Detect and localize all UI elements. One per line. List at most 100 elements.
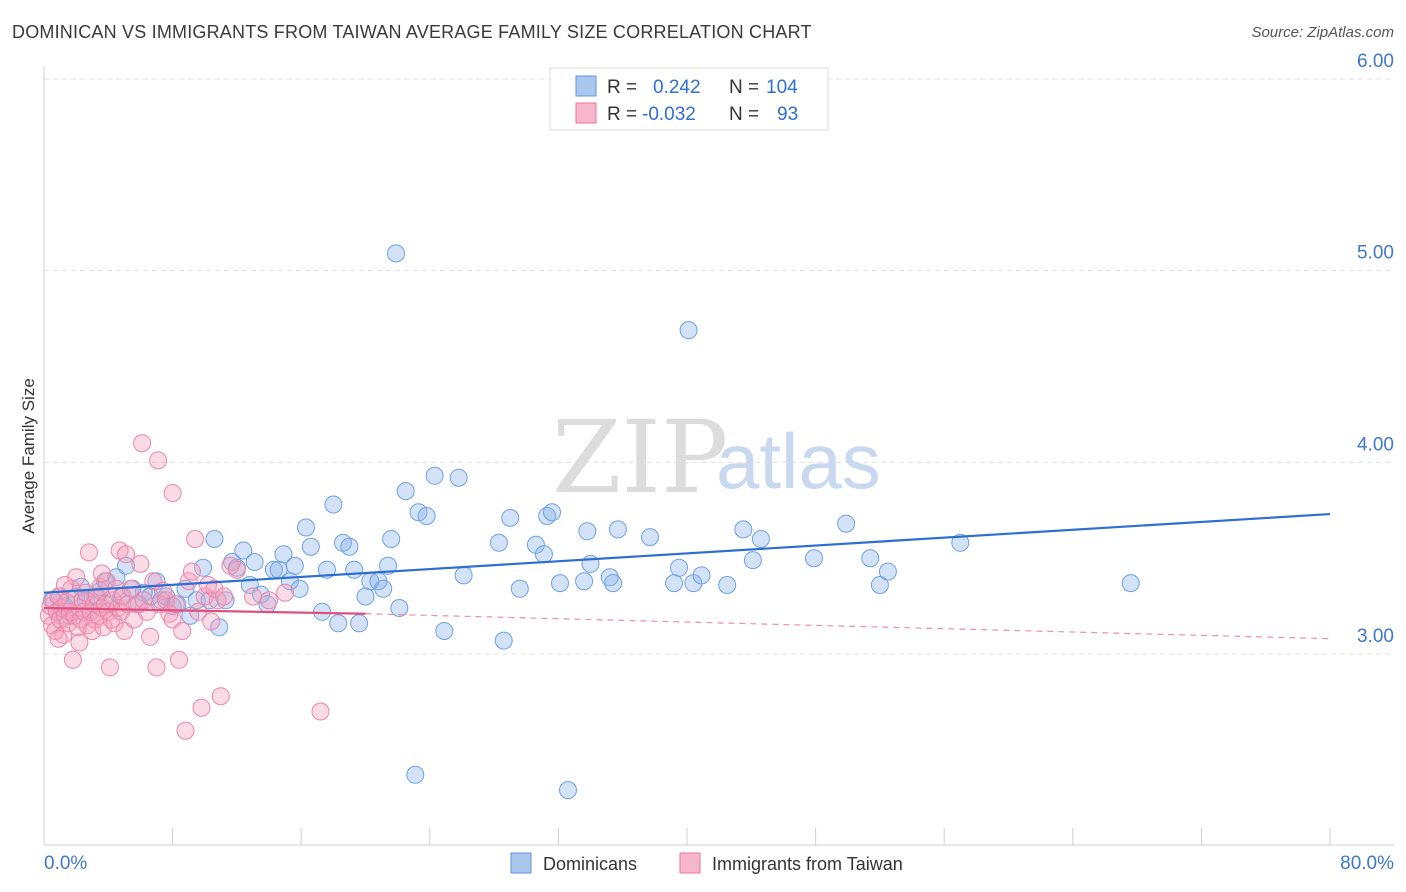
x-tick-label-0: 0.0% bbox=[44, 853, 87, 874]
trend-line-taiwan-dashed bbox=[365, 613, 1331, 640]
taiwan-point-57 bbox=[147, 658, 166, 677]
taiwan-point-67 bbox=[179, 572, 198, 591]
taiwan-point-68 bbox=[182, 562, 201, 581]
dominican-point-51 bbox=[329, 614, 348, 633]
stats-n-value-dominicans: 104 bbox=[766, 77, 798, 98]
dominican-point-49 bbox=[317, 560, 336, 579]
taiwan-point-15 bbox=[63, 650, 82, 669]
dominican-point-103 bbox=[951, 533, 970, 552]
dominican-point-98 bbox=[805, 549, 823, 568]
dominican-point-71 bbox=[454, 566, 473, 585]
taiwan-point-84 bbox=[311, 702, 330, 721]
dominican-point-61 bbox=[382, 530, 401, 548]
dominican-point-62 bbox=[387, 244, 405, 263]
taiwan-point-88 bbox=[49, 629, 68, 648]
dominican-point-64 bbox=[396, 482, 415, 501]
dominican-point-47 bbox=[301, 537, 320, 556]
y-tick-label-3: 6.00 bbox=[1357, 51, 1394, 72]
dominican-point-73 bbox=[494, 631, 513, 650]
taiwan-point-83 bbox=[276, 583, 295, 602]
stats-r-value-taiwan: -0.032 bbox=[642, 104, 696, 125]
taiwan-point-66 bbox=[176, 721, 195, 740]
stats-legend: R = 0.242 N = 104 R = -0.032 N = 93 bbox=[549, 67, 829, 131]
y-tick-label-0: 3.00 bbox=[1357, 626, 1394, 647]
dominican-point-65 bbox=[406, 765, 425, 784]
trend-line-taiwan-solid bbox=[43, 606, 366, 615]
dominican-point-88 bbox=[641, 528, 659, 547]
dominican-point-102 bbox=[878, 562, 897, 581]
dominican-point-97 bbox=[751, 530, 770, 548]
dominican-point-44 bbox=[285, 556, 304, 575]
y-tick-label-1: 4.00 bbox=[1357, 434, 1394, 455]
series-legend: Dominicans Immigrants from Taiwan bbox=[510, 852, 903, 874]
dominican-point-70 bbox=[449, 468, 468, 487]
dominican-point-89 bbox=[665, 574, 684, 593]
watermark-atlas: atlas bbox=[716, 417, 881, 505]
taiwan-point-85 bbox=[133, 434, 152, 453]
taiwan-point-74 bbox=[202, 612, 221, 631]
taiwan-point-55 bbox=[141, 627, 160, 646]
taiwan-point-80 bbox=[227, 560, 246, 579]
x-tick-labels: 0.0% 80.0% bbox=[44, 853, 1394, 874]
watermark-zip: ZIP bbox=[552, 399, 728, 516]
dominican-point-95 bbox=[734, 520, 753, 539]
dominican-point-54 bbox=[345, 560, 364, 579]
stats-r-label-dominicans: R = bbox=[607, 77, 637, 98]
dominican-point-60 bbox=[379, 556, 397, 575]
dominican-point-77 bbox=[534, 545, 553, 564]
dominican-point-46 bbox=[297, 518, 315, 537]
watermark: ZIP atlas bbox=[552, 399, 881, 516]
legend-label-dominicans: Dominicans bbox=[543, 854, 637, 874]
taiwan-point-65 bbox=[173, 622, 192, 640]
series-points-dominicans bbox=[43, 244, 1140, 800]
dominican-point-59 bbox=[374, 579, 393, 598]
dominican-point-72 bbox=[489, 533, 508, 552]
taiwan-point-91 bbox=[92, 564, 111, 583]
taiwan-point-60 bbox=[157, 591, 176, 610]
dominican-point-67 bbox=[417, 507, 436, 525]
taiwan-point-87 bbox=[163, 484, 182, 502]
gridlines bbox=[44, 78, 1394, 655]
taiwan-point-52 bbox=[131, 554, 150, 573]
dominican-point-99 bbox=[837, 514, 856, 533]
dominican-point-83 bbox=[578, 522, 597, 541]
legend-swatch-dominicans bbox=[510, 852, 532, 874]
taiwan-point-38 bbox=[100, 658, 119, 677]
dominican-point-55 bbox=[350, 614, 369, 633]
taiwan-point-71 bbox=[192, 698, 211, 717]
dominican-point-69 bbox=[435, 622, 454, 640]
dominican-point-100 bbox=[861, 549, 880, 568]
taiwan-point-89 bbox=[55, 576, 74, 594]
dominican-point-68 bbox=[425, 466, 444, 485]
dominican-point-37 bbox=[245, 553, 264, 571]
dominican-point-91 bbox=[679, 321, 698, 340]
dominican-point-101 bbox=[870, 576, 889, 594]
dominican-point-74 bbox=[501, 508, 520, 527]
dominican-point-56 bbox=[356, 587, 375, 606]
taiwan-point-41 bbox=[105, 614, 124, 633]
dominican-point-86 bbox=[604, 574, 623, 593]
taiwan-point-82 bbox=[260, 591, 278, 610]
stats-n-value-taiwan: 93 bbox=[777, 104, 798, 125]
stats-n-label-taiwan: N = bbox=[729, 104, 759, 125]
series-points-taiwan bbox=[39, 434, 330, 740]
legend-swatch-taiwan bbox=[679, 852, 701, 874]
dominican-point-42 bbox=[274, 545, 293, 564]
dominican-point-35 bbox=[234, 541, 253, 560]
taiwan-point-47 bbox=[115, 622, 134, 640]
dominican-point-93 bbox=[692, 566, 711, 585]
taiwan-point-64 bbox=[170, 650, 188, 669]
x-tick-label-1: 80.0% bbox=[1340, 853, 1394, 874]
dominican-point-85 bbox=[600, 568, 619, 587]
taiwan-point-77 bbox=[211, 687, 230, 706]
taiwan-point-27 bbox=[83, 622, 102, 640]
dominican-point-94 bbox=[718, 576, 737, 594]
taiwan-point-86 bbox=[149, 451, 168, 470]
stats-r-value-dominicans: 0.242 bbox=[653, 77, 701, 98]
dominican-point-75 bbox=[510, 579, 529, 598]
dominican-point-50 bbox=[324, 495, 343, 514]
stats-r-label-taiwan: R = bbox=[607, 104, 637, 125]
dominican-point-81 bbox=[559, 781, 577, 800]
taiwan-point-25 bbox=[80, 543, 98, 562]
